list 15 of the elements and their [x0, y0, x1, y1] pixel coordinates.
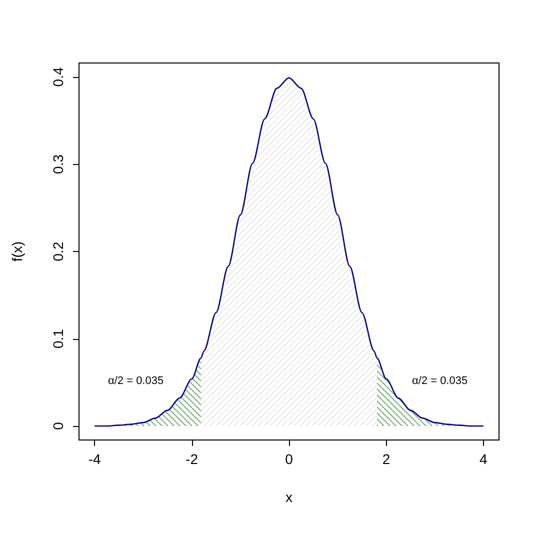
annotation: α/2 = 0.035	[412, 375, 468, 387]
x-tick-label: -4	[88, 451, 101, 467]
y-tick-label: 0.1	[50, 328, 66, 349]
x-tick-label: -2	[186, 451, 198, 467]
y-axis-title: f(x)	[9, 241, 25, 262]
y-tick-label: 0.2	[50, 242, 66, 262]
y-tick-label: 0.4	[50, 67, 66, 87]
x-axis-title: x	[286, 489, 292, 505]
annotation: α/2 = 0.035	[108, 375, 164, 387]
y-tick-label: 0.3	[50, 154, 66, 174]
y-tick-label: 0	[50, 422, 66, 430]
x-tick-label: 0	[285, 451, 294, 467]
x-tick-label: 2	[382, 451, 390, 467]
line-series	[94, 77, 484, 427]
x-tick-label: 4	[480, 451, 488, 467]
